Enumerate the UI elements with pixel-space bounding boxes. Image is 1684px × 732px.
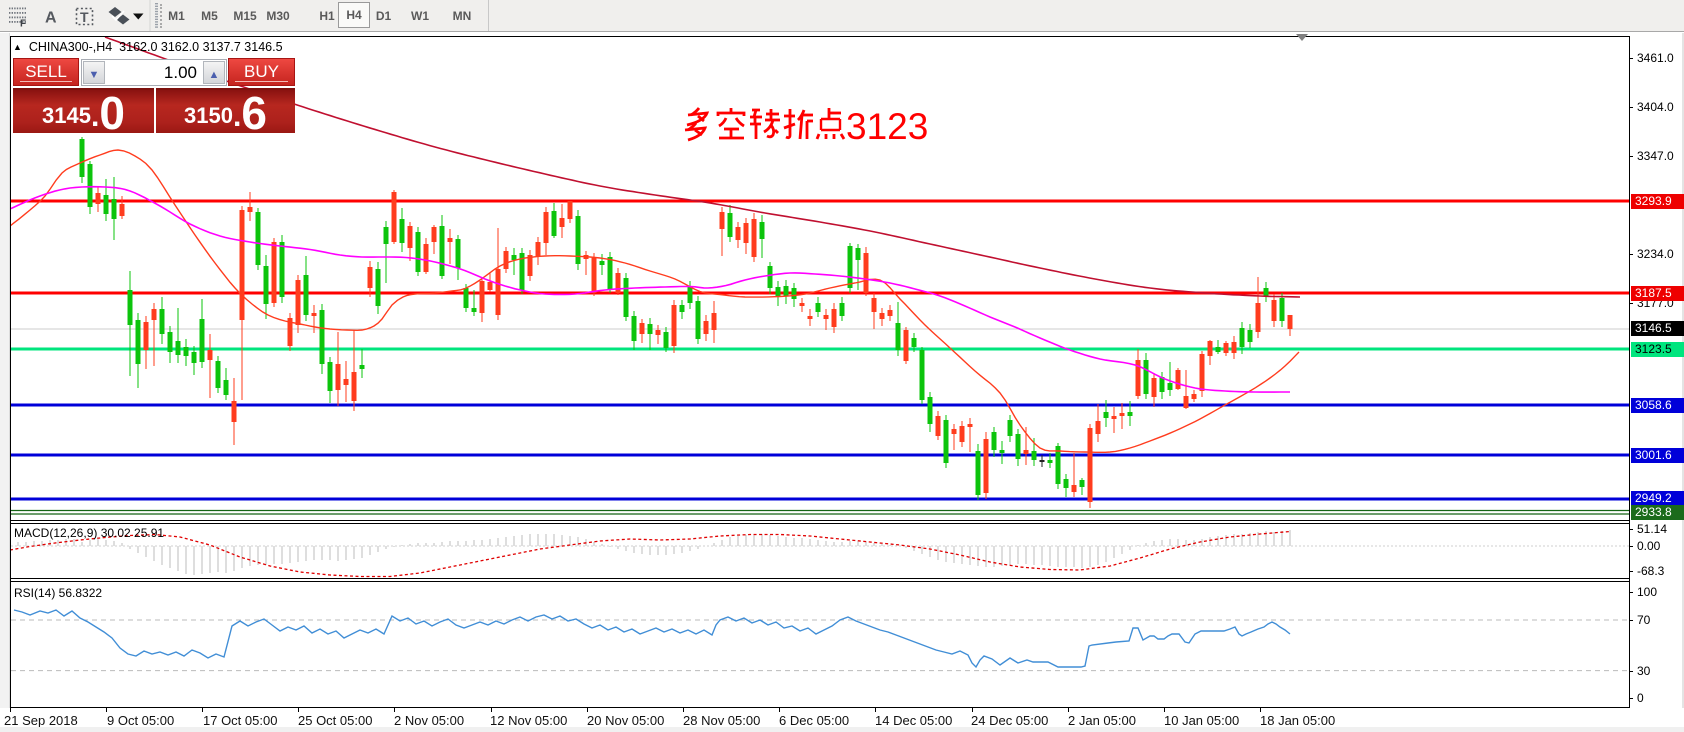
svg-text:3123: 3123 — [846, 106, 928, 147]
svg-text:F: F — [20, 19, 26, 30]
svg-text:A: A — [45, 10, 57, 27]
svg-text:T: T — [80, 9, 89, 25]
